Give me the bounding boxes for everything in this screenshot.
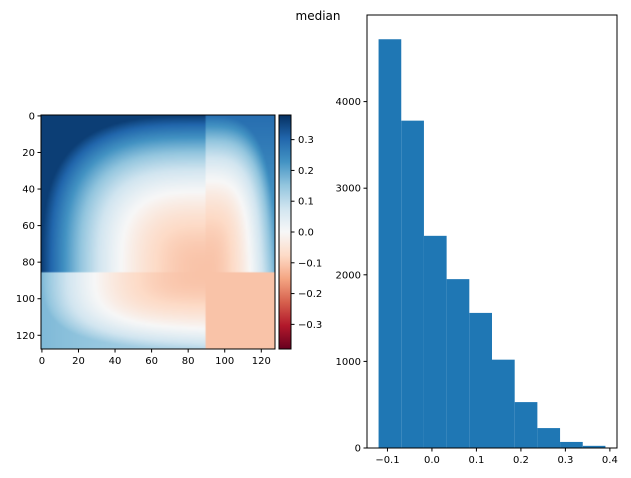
histogram-x-tick-label: 0.3 (557, 455, 573, 466)
colorbar-tick-label: 0.1 (298, 197, 314, 208)
colorbar-tick-label: −0.1 (298, 258, 322, 269)
histogram-x-axis: −0.1 0.0 0.1 0.2 0.3 0.4 (375, 448, 618, 466)
heatmap-x-tick-label: 40 (109, 356, 122, 367)
heatmap-y-tick-label: 80 (22, 258, 35, 269)
histogram-x-tick-label: −0.1 (375, 455, 399, 466)
histogram-x-tick-label: 0.0 (424, 455, 440, 466)
histogram-bar (469, 312, 492, 448)
histogram-bar (378, 39, 402, 449)
histogram-x-tick-label: 0.1 (468, 455, 484, 466)
heatmap-x-tick-label: 60 (145, 356, 158, 367)
histogram-bar (446, 279, 470, 448)
heatmap-y-axis: 0 20 40 60 80 100 120 (16, 111, 41, 342)
heatmap-y-tick-label: 60 (22, 221, 35, 232)
histogram-y-tick-label: 1000 (336, 357, 361, 368)
colorbar-tick-label: 0.0 (298, 228, 314, 239)
histogram-y-tick-label: 0 (355, 444, 361, 455)
histogram-frame (366, 14, 618, 449)
histogram-panel: −0.1 0.0 0.1 0.2 0.3 0.4 0 1000 2000 3000 4000 (336, 14, 618, 466)
colorbar: 0.3 0.2 0.1 0.0 −0.1 −0.2 −0.3 (278, 114, 322, 350)
histogram-bars (378, 39, 606, 449)
histogram-bar (492, 359, 515, 448)
histogram-y-tick-label: 4000 (336, 97, 361, 108)
heatmap-x-tick-label: 0 (39, 356, 45, 367)
histogram-bar (401, 120, 424, 448)
heatmap-frame (40, 114, 276, 350)
colorbar-tick-label: 0.2 (298, 166, 314, 177)
heatmap-panel: 0 20 40 60 80 100 120 0 20 40 60 80 100 120 (16, 111, 276, 367)
heatmap-x-axis: 0 20 40 60 80 100 120 (39, 349, 271, 367)
heatmap-y-tick-label: 120 (16, 331, 35, 342)
histogram-y-tick-label: 3000 (336, 184, 361, 195)
colorbar-axis: 0.3 0.2 0.1 0.0 −0.1 −0.2 −0.3 (291, 135, 322, 331)
colorbar-gradient (279, 115, 291, 349)
heatmap-image (41, 115, 275, 349)
histogram-y-axis: 0 1000 2000 3000 4000 (336, 97, 367, 455)
histogram-bar (423, 235, 447, 448)
heatmap-y-tick-label: 100 (16, 294, 35, 305)
histogram-x-tick-label: 0.4 (602, 455, 618, 466)
colorbar-tick-label: −0.2 (298, 289, 322, 300)
histogram-bar (582, 445, 606, 448)
heatmap-x-tick-label: 20 (72, 356, 85, 367)
histogram-bar (514, 402, 538, 448)
heatmap-y-tick-label: 40 (22, 185, 35, 196)
heatmap-y-tick-label: 0 (29, 111, 35, 122)
histogram-x-tick-label: 0.2 (513, 455, 529, 466)
figure-title: median (296, 9, 341, 23)
colorbar-tick-label: 0.3 (298, 135, 314, 146)
heatmap-x-tick-label: 100 (215, 356, 234, 367)
heatmap-y-tick-label: 20 (22, 148, 35, 159)
histogram-bar (560, 441, 583, 448)
histogram-y-tick-label: 2000 (336, 270, 361, 281)
histogram-bar (537, 428, 561, 448)
heatmap-x-tick-label: 120 (252, 356, 271, 367)
colorbar-tick-label: −0.3 (298, 320, 322, 331)
heatmap-x-tick-label: 80 (182, 356, 195, 367)
